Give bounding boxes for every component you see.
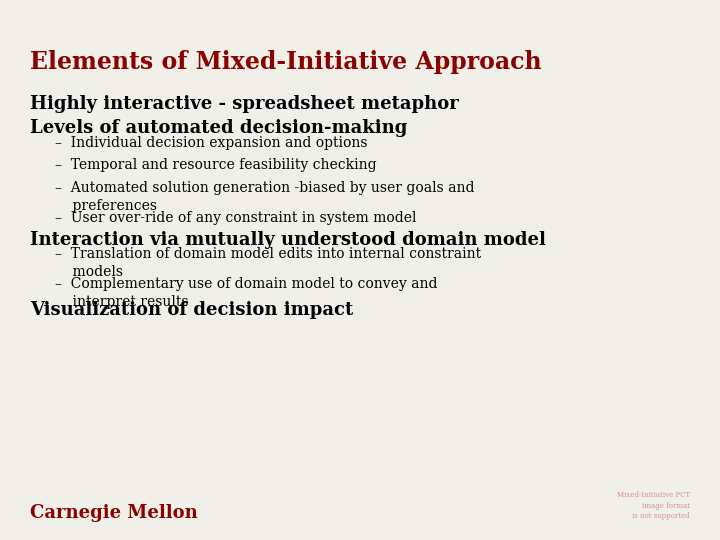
Text: –  Translation of domain model edits into internal constraint
    models: – Translation of domain model edits into…	[55, 247, 481, 279]
Text: –  Automated solution generation -biased by user goals and
    preferences: – Automated solution generation -biased …	[55, 181, 474, 213]
Text: Carnegie Mellon: Carnegie Mellon	[30, 504, 198, 522]
Text: Levels of automated decision-making: Levels of automated decision-making	[30, 119, 408, 137]
Text: Interaction via mutually understood domain model: Interaction via mutually understood doma…	[30, 231, 546, 249]
Text: –  Complementary use of domain model to convey and
    interpret results: – Complementary use of domain model to c…	[55, 277, 438, 309]
Text: –  Temporal and resource feasibility checking: – Temporal and resource feasibility chec…	[55, 158, 377, 172]
Text: Elements of Mixed-Initiative Approach: Elements of Mixed-Initiative Approach	[30, 50, 541, 74]
Text: –  User over-ride of any constraint in system model: – User over-ride of any constraint in sy…	[55, 211, 416, 225]
Text: –  Individual decision expansion and options: – Individual decision expansion and opti…	[55, 136, 367, 150]
Text: Visualization of decision impact: Visualization of decision impact	[30, 301, 354, 319]
Text: Highly interactive - spreadsheet metaphor: Highly interactive - spreadsheet metapho…	[30, 95, 459, 113]
Text: Mixed-Initiative PCT
image format
is not supported: Mixed-Initiative PCT image format is not…	[617, 491, 690, 520]
